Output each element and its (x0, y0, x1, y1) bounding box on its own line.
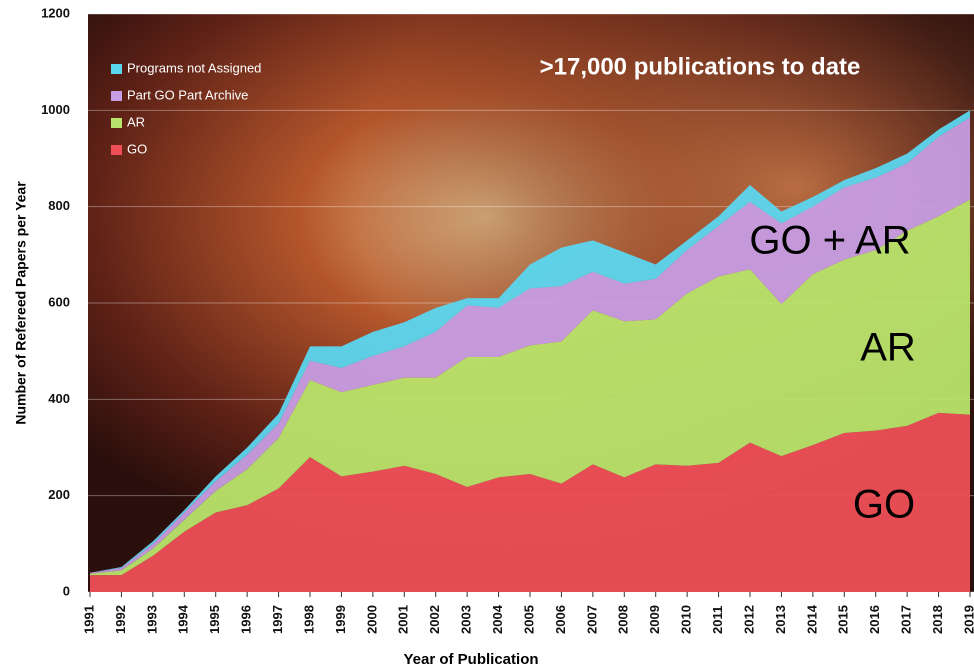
x-tick-label: 2001 (396, 605, 411, 634)
y-tick-label: 600 (48, 294, 70, 309)
x-tick-label: 1998 (301, 605, 316, 634)
x-tick-label: 2008 (616, 605, 631, 634)
legend-label: Part GO Part Archive (127, 87, 248, 102)
y-tick-label: 0 (63, 583, 70, 598)
x-tick-label: 2010 (679, 605, 694, 634)
legend-label: AR (127, 114, 145, 129)
x-tick-label: 2019 (961, 605, 974, 634)
area (90, 199, 970, 576)
annotation: >17,000 publications to date (540, 53, 861, 80)
x-tick-label: 1992 (113, 605, 128, 634)
area (90, 117, 970, 574)
annotation: GO + AR (749, 219, 910, 263)
y-tick-label: 800 (48, 198, 70, 213)
x-tick-label: 1997 (270, 605, 285, 634)
legend-label: Programs not Assigned (127, 60, 261, 75)
x-tick-label: 2013 (773, 605, 788, 634)
x-axis-title: Year of Publication (403, 651, 538, 668)
x-tick-label: 2006 (553, 605, 568, 634)
annotation: GO (853, 483, 915, 527)
y-tick-label: 1000 (41, 102, 70, 117)
x-tick-label: 1996 (239, 605, 254, 634)
x-tick-label: 2004 (490, 604, 505, 634)
x-tick-label: 2017 (899, 605, 914, 634)
x-tick-label: 2007 (584, 605, 599, 634)
y-tick-label: 200 (48, 487, 70, 502)
y-tick-label: 400 (48, 391, 70, 406)
x-tick-label: 2016 (867, 605, 882, 634)
x-tick-label: 2002 (427, 605, 442, 634)
x-tick-label: 2005 (521, 605, 536, 634)
legend-swatch (111, 118, 122, 128)
y-tick-label: 1200 (41, 5, 70, 20)
legend-swatch (111, 91, 122, 101)
x-tick-label: 1994 (176, 604, 191, 634)
x-tick-label: 2015 (836, 605, 851, 634)
legend-swatch (111, 64, 122, 74)
legend-swatch (111, 145, 122, 155)
x-tick-label: 1993 (144, 605, 159, 634)
x-tick-label: 1999 (333, 605, 348, 634)
x-tick-label: 1991 (81, 605, 96, 634)
x-tick-label: 2011 (710, 606, 725, 634)
legend-label: GO (127, 141, 147, 156)
annotation: AR (860, 326, 916, 370)
x-tick-label: 2003 (459, 605, 474, 634)
x-tick-label: 2009 (647, 605, 662, 634)
x-tick-label: 2018 (930, 605, 945, 634)
area (90, 412, 970, 592)
y-axis-title: Number of Refereed Papers per Year (13, 181, 29, 425)
x-tick-label: 2000 (364, 605, 379, 634)
x-tick-label: 2012 (741, 605, 756, 634)
x-tick-label: 2014 (804, 604, 819, 634)
x-tick-label: 1995 (207, 605, 222, 634)
